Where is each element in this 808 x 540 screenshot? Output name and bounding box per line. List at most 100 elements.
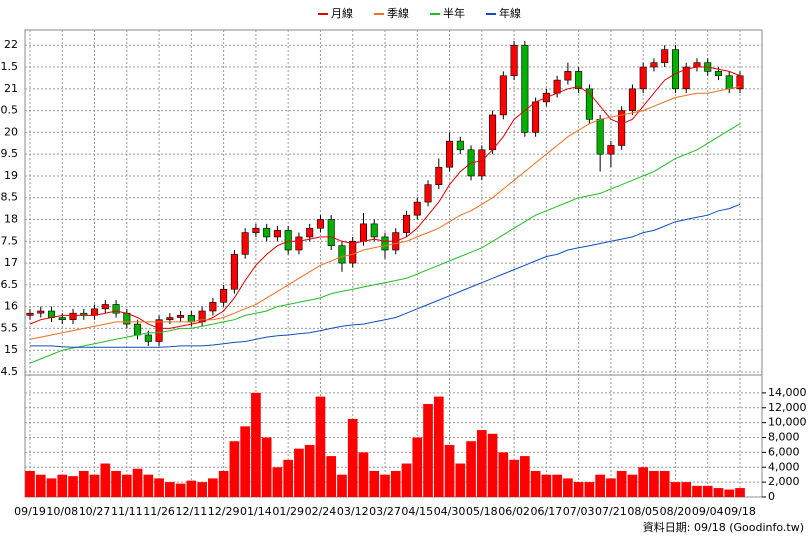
y-tick-label: 20.5 bbox=[0, 104, 18, 117]
candle-body bbox=[661, 49, 669, 63]
candle-body bbox=[413, 201, 421, 216]
y-tick-label: 17.5 bbox=[0, 234, 18, 247]
candle-body bbox=[628, 88, 636, 111]
volume-bar bbox=[584, 482, 595, 497]
x-tick-label: 01/29 bbox=[272, 505, 304, 518]
x-tick-label: 07/21 bbox=[595, 505, 627, 518]
ma-line bbox=[29, 66, 741, 329]
candle-body bbox=[349, 240, 357, 264]
volume-bar bbox=[563, 478, 573, 497]
volume-bar bbox=[261, 437, 272, 497]
volume-bar bbox=[606, 478, 616, 497]
y-tick-label: 19 bbox=[4, 169, 18, 182]
volume-bar bbox=[337, 474, 347, 497]
candle-body bbox=[478, 149, 486, 177]
volume-bar bbox=[444, 444, 455, 497]
volume-bar bbox=[670, 482, 681, 497]
candle-body bbox=[714, 71, 723, 77]
candle-body bbox=[187, 315, 195, 323]
volume-bar bbox=[78, 470, 89, 497]
candle-body bbox=[263, 227, 271, 238]
volume-bar bbox=[638, 467, 649, 497]
candle-body bbox=[101, 304, 109, 310]
candle-body bbox=[618, 110, 626, 146]
candle-body bbox=[155, 319, 163, 342]
candle-body bbox=[553, 79, 561, 94]
candle-body bbox=[316, 219, 324, 229]
volume-bar bbox=[659, 470, 670, 497]
x-tick-label: 09/18 bbox=[724, 505, 756, 518]
candle-body bbox=[230, 254, 238, 290]
volume-bar bbox=[154, 478, 164, 497]
candle-body bbox=[306, 227, 314, 238]
volume-bar bbox=[100, 463, 111, 497]
y-tick-label: 18 bbox=[4, 213, 18, 226]
volume-bar bbox=[390, 470, 401, 497]
volume-bar bbox=[541, 474, 552, 497]
volume-bar bbox=[713, 488, 724, 497]
y2-tick-label: 6,000 bbox=[768, 445, 800, 458]
volume-bar bbox=[240, 426, 250, 497]
x-tick-label: 02/24 bbox=[305, 505, 337, 518]
y-tick-label: 17 bbox=[4, 256, 18, 269]
ma-line bbox=[29, 86, 741, 340]
volume-bar bbox=[498, 452, 509, 497]
candle-body bbox=[510, 44, 518, 77]
volume-bar bbox=[616, 470, 627, 497]
y-tick-label: 22 bbox=[4, 38, 18, 51]
volume-bar bbox=[35, 474, 46, 497]
candle-body bbox=[693, 62, 701, 68]
candle-body bbox=[177, 315, 185, 318]
volume-bar bbox=[724, 489, 735, 497]
volume-bar bbox=[573, 482, 584, 497]
y-tick-label: 19.5 bbox=[0, 147, 18, 160]
candle-body bbox=[650, 62, 658, 68]
x-tick-label: 12/11 bbox=[176, 505, 208, 518]
x-tick-label: 06/17 bbox=[531, 505, 563, 518]
volume-bar bbox=[347, 418, 358, 497]
candle-body bbox=[327, 219, 335, 246]
volume-bar bbox=[251, 392, 261, 497]
volume-bar bbox=[455, 463, 466, 497]
volume-bar bbox=[89, 474, 100, 497]
legend-label: 年線 bbox=[499, 6, 521, 20]
volume-bar bbox=[552, 474, 562, 497]
y2-tick-label: 0 bbox=[768, 490, 775, 503]
candle-body bbox=[736, 75, 744, 90]
candle-body bbox=[521, 44, 529, 133]
x-tick-label: 05/18 bbox=[466, 505, 498, 518]
candle-body bbox=[489, 114, 497, 151]
candle-body bbox=[26, 312, 34, 316]
candle-body bbox=[123, 312, 131, 325]
candle-body bbox=[252, 227, 260, 233]
x-tick-label: 09/19 bbox=[14, 505, 46, 518]
legend-label: 季線 bbox=[387, 6, 409, 20]
candle-body bbox=[144, 334, 152, 342]
candle-body bbox=[446, 140, 454, 168]
candle-body bbox=[564, 71, 572, 81]
candle-body bbox=[639, 66, 647, 90]
y2-tick-label: 10,000 bbox=[768, 416, 807, 429]
legend-label: 月線 bbox=[331, 6, 353, 20]
y-tick-label: 15 bbox=[4, 343, 18, 356]
candle-body bbox=[359, 223, 368, 242]
x-tick-label: 04/15 bbox=[401, 505, 433, 518]
volume-bar bbox=[627, 474, 638, 497]
candle-body bbox=[91, 308, 99, 316]
y2-tick-label: 12,000 bbox=[768, 401, 807, 414]
y2-tick-label: 2,000 bbox=[768, 475, 800, 488]
volume-bar bbox=[401, 463, 412, 497]
volume-bar bbox=[121, 474, 132, 497]
ma-line bbox=[30, 203, 741, 348]
volume-bar bbox=[433, 396, 444, 497]
candle-body bbox=[532, 101, 540, 133]
volume-bar bbox=[326, 456, 337, 497]
y-tick-label: 16.5 bbox=[0, 278, 18, 291]
ma-line bbox=[29, 123, 741, 364]
candle-body bbox=[402, 214, 411, 233]
x-tick-label: 06/02 bbox=[498, 505, 530, 518]
y2-tick-label: 14,000 bbox=[768, 386, 807, 399]
volume-bar bbox=[681, 482, 692, 497]
y-tick-label: 18.5 bbox=[0, 191, 18, 204]
